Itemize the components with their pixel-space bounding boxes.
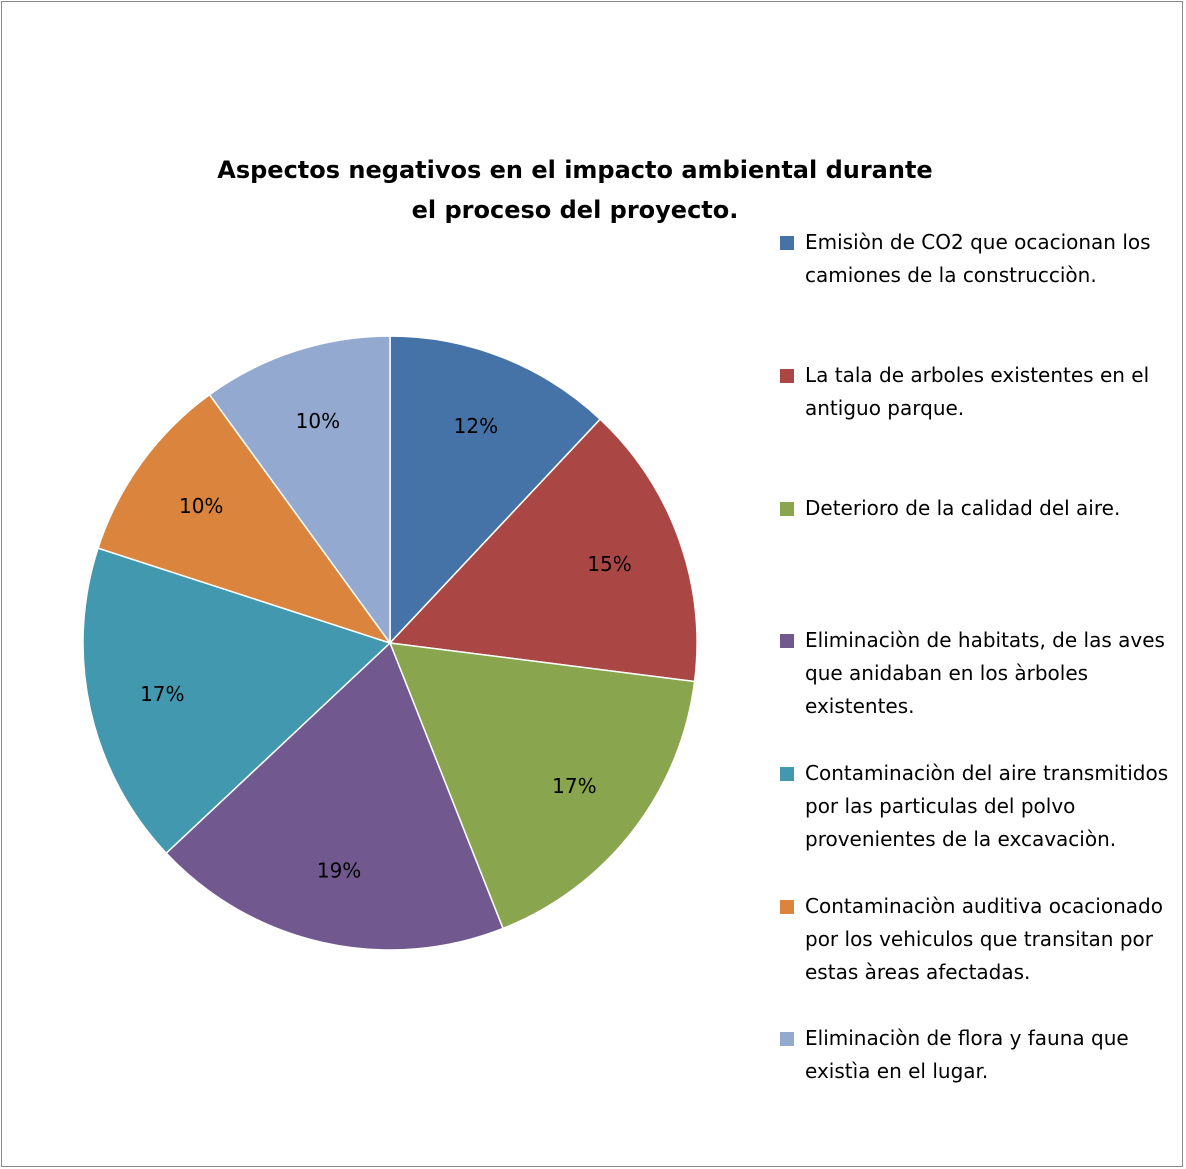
chart-title-line-2: el proceso del proyecto.: [411, 196, 739, 224]
legend-label-5: Contaminaciòn del aire transmitidos por …: [805, 761, 1169, 851]
legend-label-2: La tala de arboles existentes en el anti…: [805, 363, 1150, 420]
legend-swatch-6: [780, 900, 794, 914]
legend-label-6: Contaminaciòn auditiva ocacionado por lo…: [805, 894, 1163, 984]
legend-label-4: Eliminaciòn de habitats, de las aves que…: [805, 628, 1165, 718]
pie-slice-1: [389, 335, 602, 645]
legend-label-3: Deterioro de la calidad del aire.: [805, 496, 1121, 520]
data-label-5: 17%: [140, 682, 184, 706]
legend-label-7: Eliminaciòn de flora y fauna que existìa…: [805, 1026, 1129, 1083]
data-label-4: 19%: [317, 859, 361, 883]
legend-swatch-3: [780, 502, 794, 516]
pie-slice-3: [388, 642, 696, 930]
data-label-6: 10%: [179, 494, 223, 518]
legend-swatch-1: [780, 236, 794, 250]
legend-swatch-7: [780, 1032, 794, 1046]
pie-slice-5: [82, 547, 392, 855]
chart-title-line-1: Aspectos negativos en el impacto ambient…: [217, 156, 933, 184]
data-label-2: 15%: [587, 552, 631, 576]
data-label-3: 17%: [552, 774, 596, 798]
pie-slice-7: [208, 335, 391, 646]
legend-swatch-5: [780, 767, 794, 781]
pie-slice-6: [97, 393, 392, 645]
pie-slice-4: [165, 641, 504, 951]
legend-label-1: Emisiòn de CO2 que ocacionan los camione…: [805, 230, 1151, 287]
data-label-7: 10%: [296, 409, 340, 433]
legend-swatch-4: [780, 634, 794, 648]
chart-title: Aspectos negativos en el impacto ambient…: [200, 150, 950, 230]
legend-swatch-2: [780, 369, 794, 383]
pie-slice-2: [388, 418, 698, 683]
data-label-1: 12%: [454, 414, 498, 438]
